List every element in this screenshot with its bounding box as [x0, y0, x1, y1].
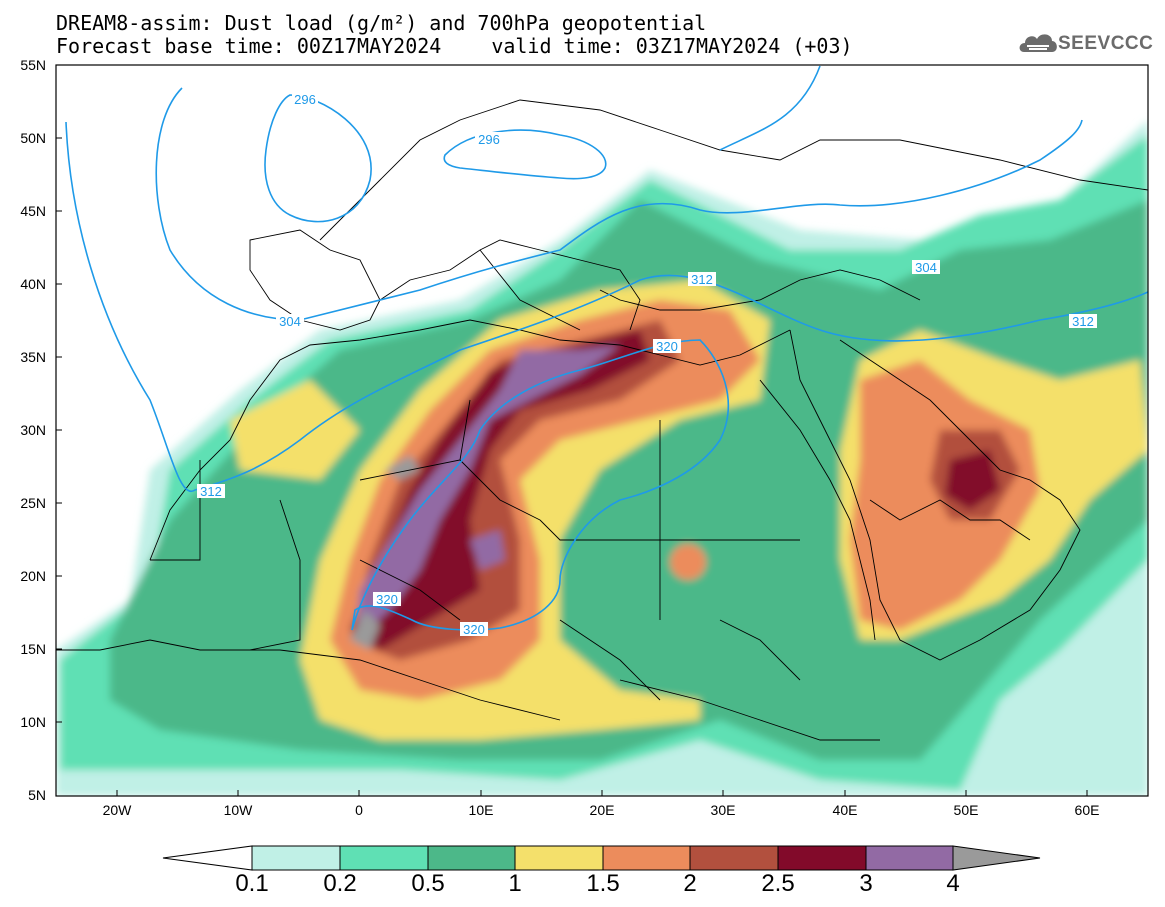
contour-label: 304 [912, 260, 940, 275]
land-outlines [56, 99, 1148, 741]
svg-text:304: 304 [915, 260, 937, 275]
map-title: DREAM8-assim: Dust load (g/m²) and 700hP… [56, 11, 707, 35]
contour-label: 312 [1069, 314, 1097, 329]
colorbar-segment [602, 845, 691, 871]
colorbar-label: 1.5 [586, 870, 620, 897]
lon-label: 30E [710, 802, 736, 818]
lat-label: 5N [28, 787, 46, 803]
colorbar-label: 2.5 [761, 870, 795, 897]
lat-label: 25N [20, 495, 46, 511]
svg-text:320: 320 [656, 339, 678, 354]
map-time-info: Forecast base time: 00Z17MAY2024 valid ti… [56, 35, 853, 57]
lat-label: 30N [20, 422, 46, 438]
lon-label: 20W [102, 802, 132, 818]
lon-label: 50E [953, 802, 979, 818]
lon-label: 0 [355, 802, 363, 818]
colorbar-segment [251, 845, 341, 871]
colorbar-segment [865, 845, 954, 871]
colorbar-label: 2 [683, 870, 697, 897]
lat-label: 50N [20, 130, 46, 146]
colorbar-label: 0.5 [411, 870, 445, 897]
lat-label: 55N [20, 57, 46, 73]
cloud-logo-icon [1019, 34, 1057, 52]
lon-label: 40E [832, 802, 858, 818]
colorbar-segment [339, 845, 429, 871]
contour-320 [351, 339, 730, 631]
lat-label: 10N [20, 714, 46, 730]
lon-label: 10W [223, 802, 253, 818]
contour-label: 304 [276, 314, 304, 329]
colorbar-segment [777, 845, 867, 871]
colorbar-label: 4 [946, 870, 960, 897]
contour-label: 312 [197, 484, 225, 499]
lon-label: 60E [1074, 802, 1100, 818]
dust-field: 296 296 304 304 312 312 312 320 320 320 [56, 65, 1148, 796]
svg-text:312: 312 [691, 272, 713, 287]
valid-time-text: valid time: 03Z17MAY2024 (+03) [491, 34, 853, 58]
lat-label: 45N [20, 203, 46, 219]
contour-300-top [719, 65, 821, 151]
colorbar-segment [514, 845, 604, 871]
lat-label: 20N [20, 568, 46, 584]
svg-text:320: 320 [376, 592, 398, 607]
svg-text:304: 304 [279, 314, 301, 329]
contour-296-west [264, 94, 372, 223]
colorbar-label: 3 [859, 870, 873, 897]
colorbar-label: 0.2 [323, 870, 357, 897]
contour-304 [155, 87, 1083, 321]
contour-label: 296 [292, 92, 318, 107]
lon-label: 10E [468, 802, 494, 818]
lat-label: 15N [20, 641, 46, 657]
contour-312 [65, 121, 1148, 493]
colorbar [162, 845, 1041, 871]
geopotential-contours [65, 65, 1148, 631]
contour-labels: 296 296 304 304 312 312 312 320 320 320 [197, 92, 1097, 637]
base-time-text: Forecast base time: 00Z17MAY2024 [56, 34, 442, 58]
colorbar-label: 0.1 [235, 870, 269, 897]
svg-text:296: 296 [478, 132, 500, 147]
svg-text:320: 320 [463, 622, 485, 637]
lat-label: 35N [20, 349, 46, 365]
lon-label: 20E [589, 802, 615, 818]
colorbar-over-arrow [952, 845, 1041, 871]
contour-label: 320 [373, 592, 401, 607]
svg-text:312: 312 [200, 484, 222, 499]
svg-text:296: 296 [294, 92, 316, 107]
logo-text: SEEVCCC [1058, 33, 1154, 54]
contour-label: 312 [688, 272, 716, 287]
svg-text:312: 312 [1072, 314, 1094, 329]
contour-label: 296 [475, 132, 503, 147]
contour-label: 320 [460, 622, 488, 637]
colorbar-segment [427, 845, 516, 871]
contour-label: 320 [653, 339, 681, 354]
axis-ticks [56, 137, 1088, 796]
lat-label: 40N [20, 276, 46, 292]
colorbar-segment [689, 845, 779, 871]
colorbar-under-arrow [162, 845, 253, 871]
colorbar-label: 1 [508, 870, 522, 897]
contour-296-europe [443, 129, 607, 180]
